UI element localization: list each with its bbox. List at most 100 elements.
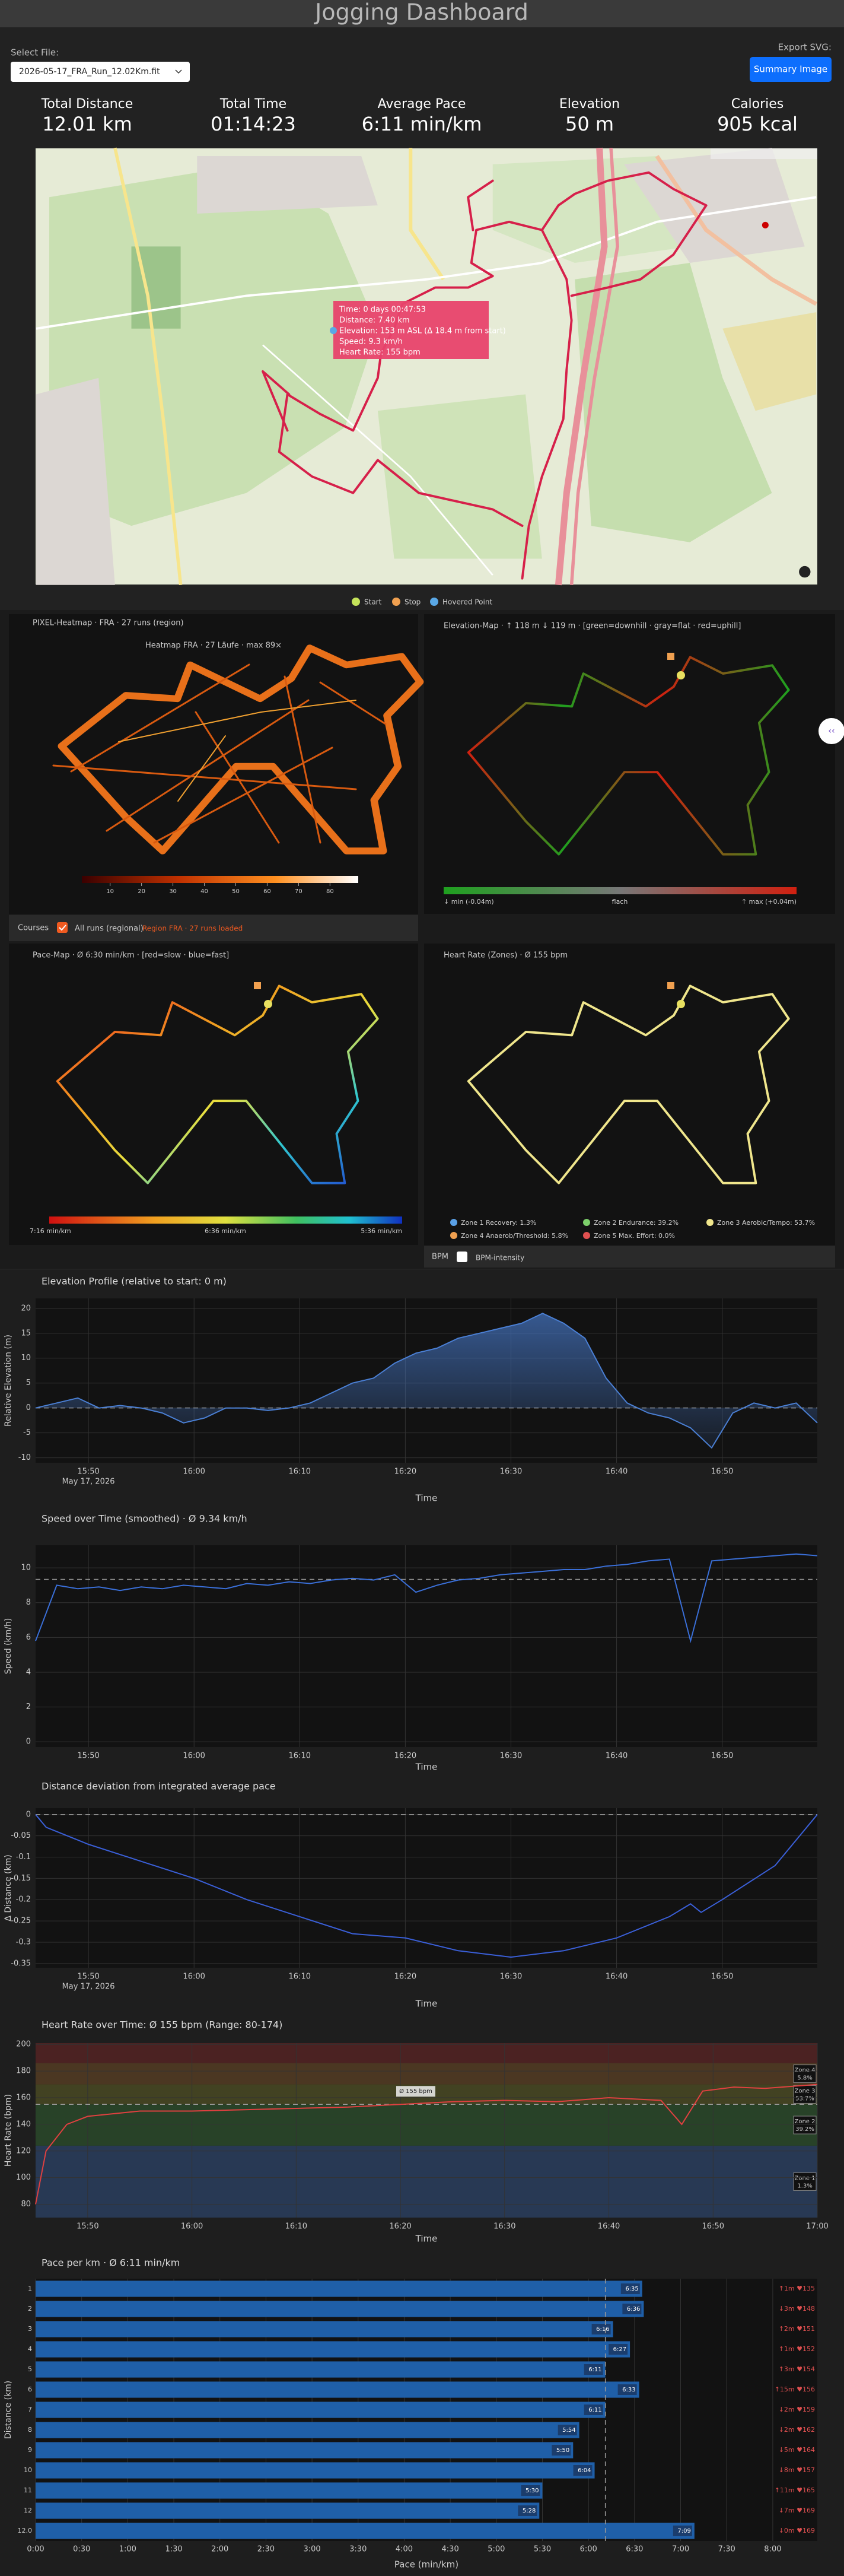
y-tick-label: 9 — [28, 2446, 32, 2454]
colorbar-tick-label: 80 — [326, 888, 334, 895]
bar-annotation: ↑1m ♥152 — [779, 2345, 815, 2353]
legend-dot — [583, 1232, 590, 1239]
x-tick-label: 16:30 — [500, 1752, 522, 1761]
bar — [36, 2361, 606, 2378]
colorbar-label: ↑ max (+0.04m) — [741, 898, 797, 906]
x-tick-label: 0:30 — [73, 2545, 90, 2554]
y-tick-label: 6 — [26, 1633, 31, 1642]
x-date-label: May 17, 2026 — [62, 1478, 115, 1486]
chart-title: Pace per km · Ø 6:11 min/km — [42, 2257, 180, 2269]
export-label: Export SVG: — [778, 42, 832, 53]
x-axis-label: Pace (min/km) — [394, 2559, 458, 2570]
x-tick-label: 1:00 — [119, 2545, 136, 2554]
bar-annotation: ↓2m ♥159 — [779, 2406, 815, 2413]
y-tick-label: 12 — [24, 2507, 32, 2514]
bar-annotation: ↓5m ♥164 — [779, 2446, 815, 2454]
value-label: 6:33 — [622, 2387, 635, 2393]
file-select[interactable] — [11, 62, 190, 82]
zone-label-box — [793, 2172, 817, 2191]
bpm-checkbox[interactable] — [457, 1252, 467, 1262]
bar — [36, 2280, 642, 2297]
courses-status: Region FRA · 27 runs loaded — [142, 925, 243, 933]
x-tick-label: 8:00 — [764, 2545, 781, 2554]
zone-name: Zone 4 — [795, 2067, 816, 2074]
x-tick-label: 15:50 — [77, 1973, 99, 1981]
bar — [36, 2482, 543, 2499]
zone-label-box — [793, 2064, 817, 2083]
colorbar-tick-label: 20 — [138, 888, 145, 895]
x-tick-label: 16:20 — [394, 1752, 416, 1761]
y-tick-label: -10 — [18, 1453, 31, 1462]
select-arrow — [175, 69, 182, 74]
legend-label: Hovered Point — [442, 598, 492, 606]
annotation-box — [396, 2086, 435, 2097]
y-tick-label: -0.15 — [11, 1874, 31, 1883]
courses-checkbox[interactable] — [57, 922, 68, 933]
y-axis-label: Heart Rate (bpm) — [4, 2094, 13, 2167]
x-tick-label: 16:10 — [289, 1468, 311, 1476]
y-tick-label: 10 — [24, 2466, 32, 2474]
zone-name: Zone 1 — [795, 2175, 816, 2181]
y-tick-label: -0.1 — [16, 1853, 31, 1862]
tooltip-line: Speed: 9.3 km/h — [339, 338, 403, 347]
legend-label: Zone 2 Endurance: 39.2% — [594, 1219, 679, 1227]
bar-annotation: ↑2m ♥151 — [779, 2325, 815, 2333]
value-label-box — [609, 2344, 628, 2355]
heatmap-routes — [52, 648, 420, 851]
y-tick-label: 2 — [28, 2305, 32, 2313]
stat-label: Elevation — [559, 97, 620, 112]
x-tick-label: 16:10 — [289, 1752, 311, 1761]
side-toggle[interactable] — [818, 718, 844, 744]
value-label-box — [622, 2304, 642, 2314]
bar — [36, 2341, 630, 2358]
zone-label-box — [793, 2116, 817, 2135]
x-tick-label: 16:00 — [183, 1468, 205, 1476]
x-tick-label: 1:30 — [165, 2545, 182, 2554]
y-tick-label: 10 — [21, 1564, 31, 1573]
y-tick-label: 10 — [21, 1354, 31, 1362]
bar-annotation: ↑15m ♥156 — [775, 2386, 815, 2393]
heatmap-colorbar — [82, 876, 358, 883]
colorbar-label: ↓ min (-0.04m) — [444, 898, 494, 906]
x-tick-label: 16:50 — [711, 1468, 733, 1476]
bar-annotation: ↓7m ♥169 — [779, 2507, 815, 2514]
x-tick-label: 15:50 — [77, 1468, 99, 1476]
y-axis-label: Distance (km) — [4, 2381, 13, 2439]
y-tick-label: 8 — [26, 1598, 31, 1607]
x-tick-label: 16:30 — [493, 2222, 515, 2231]
bpm-label: BPM — [432, 1253, 448, 1262]
line — [35, 2083, 818, 2205]
value-label-box — [552, 2445, 571, 2456]
line — [35, 1553, 818, 1644]
checkmark — [59, 925, 66, 931]
line — [35, 1313, 818, 1449]
x-tick-label: 16:50 — [711, 1752, 733, 1761]
bar — [36, 2402, 606, 2418]
legend-dot — [450, 1232, 457, 1239]
x-tick-label: 16:20 — [394, 1973, 416, 1981]
stat-value: 905 kcal — [717, 113, 798, 135]
colorbar-label: 5:36 min/km — [361, 1227, 402, 1235]
stat-value: 12.01 km — [42, 113, 132, 135]
x-tick-label: 16:00 — [183, 1973, 205, 1981]
y-tick-label: 8 — [28, 2426, 32, 2434]
heatmap-panel — [9, 614, 418, 914]
x-tick-label: 16:40 — [598, 2222, 620, 2231]
legend-dot — [392, 598, 400, 606]
x-tick-label: 16:00 — [181, 2222, 203, 2231]
x-tick-label: 3:00 — [303, 2545, 320, 2554]
pace-colorbar — [49, 1216, 402, 1224]
map[interactable] — [36, 147, 817, 586]
colorbar-label: 7:16 min/km — [30, 1227, 71, 1235]
export-button[interactable] — [750, 57, 832, 82]
hr-zone — [36, 2063, 817, 2085]
chart-title: Elevation Profile (relative to start: 0 … — [42, 1276, 227, 1287]
x-tick-label: 16:30 — [500, 1973, 522, 1981]
legend-dot — [583, 1219, 590, 1226]
value-label: 5:30 — [525, 2488, 539, 2494]
legend-dot — [352, 598, 360, 606]
zone-share: 5.8% — [797, 2075, 812, 2082]
y-tick-label: 20 — [21, 1304, 31, 1313]
x-tick-label: 16:20 — [389, 2222, 411, 2231]
legend-label: Zone 4 Anaerob/Threshold: 5.8% — [461, 1232, 568, 1240]
